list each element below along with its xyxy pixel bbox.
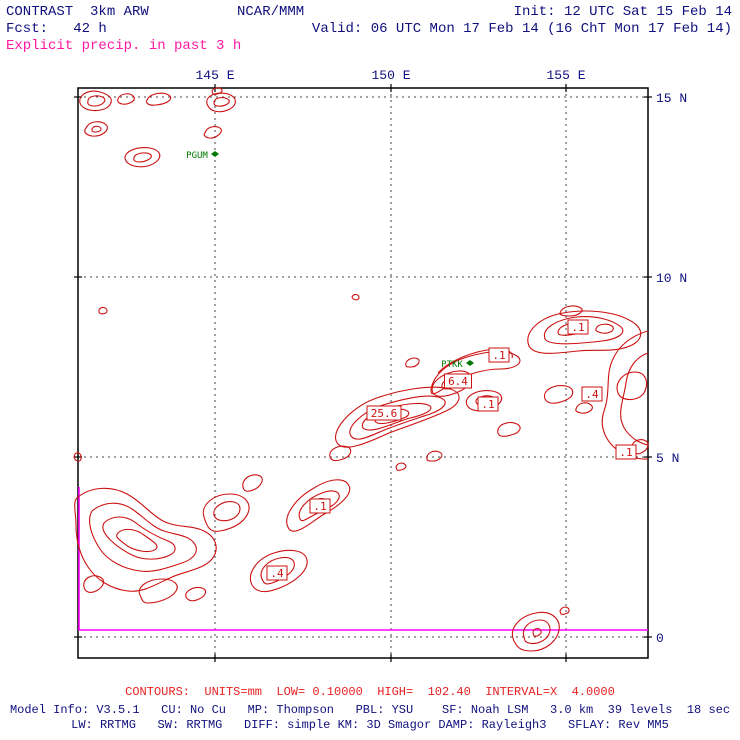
precip-contour — [73, 452, 82, 462]
x-axis-tick-label: 155 E — [546, 68, 585, 83]
precip-contour — [202, 493, 250, 532]
precip-contour — [512, 611, 560, 652]
precip-contour — [260, 556, 295, 585]
x-axis-tick-label: 150 E — [371, 68, 410, 83]
contour-label-box — [366, 405, 402, 421]
contour-value-label: 6.4 — [448, 375, 468, 388]
precip-contour — [102, 516, 176, 560]
precip-contour — [543, 316, 624, 345]
precip-contour — [138, 578, 178, 604]
nest-boundary-line — [78, 487, 648, 631]
contour-value-label: .1 — [619, 446, 632, 459]
precip-contour — [335, 386, 460, 448]
y-axis-tick-label: 0 — [656, 631, 664, 646]
precip-contour — [116, 528, 158, 553]
precip-contour — [595, 323, 614, 334]
contour-label-box — [309, 498, 331, 514]
precip-contour — [559, 305, 583, 317]
y-axis-tick-label: 5 N — [656, 451, 679, 466]
contour-value-label: .4 — [270, 567, 284, 580]
precip-contour — [575, 402, 593, 414]
station-label: PGUM — [186, 151, 208, 161]
precip-contour — [242, 474, 263, 492]
contour-label-box — [581, 386, 603, 402]
field-description: Explicit precip. in past 3 h — [6, 38, 242, 54]
precip-contour — [87, 95, 106, 107]
precip-contour — [98, 306, 108, 315]
y-axis-tick-label: 15 N — [656, 91, 687, 106]
precip-contour — [185, 587, 207, 602]
contour-value-label: 25.6 — [371, 407, 398, 420]
precip-contour — [213, 97, 230, 107]
precip-contour — [497, 422, 521, 437]
map-frame — [77, 87, 649, 659]
precip-contour — [89, 502, 197, 572]
precip-contour — [74, 487, 217, 592]
y-axis-tick-label: 10 N — [656, 271, 687, 286]
model-name: CONTRAST 3km ARW — [6, 4, 149, 20]
precip-contour — [522, 619, 551, 645]
precip-contour — [559, 606, 570, 615]
contour-info-line: CONTOURS: UNITS=mm LOW= 0.10000 HIGH= 10… — [125, 685, 615, 699]
model-info-line-1: Model Info: V3.5.1 CU: No Cu MP: Thompso… — [9, 703, 731, 717]
precip-contour — [426, 450, 443, 462]
contour-value-label: .1 — [481, 398, 494, 411]
contour-value-label: .1 — [571, 321, 584, 334]
precip-contour — [532, 628, 542, 637]
forecast-hour: Fcst: 42 h — [6, 21, 107, 37]
station-label: PTKK — [441, 360, 463, 370]
contour-label-box — [615, 444, 637, 460]
precip-contour — [83, 575, 105, 593]
precip-contour — [211, 87, 223, 95]
precip-contour — [329, 445, 352, 462]
precip-contour — [145, 92, 172, 106]
precip-contour — [203, 126, 222, 139]
precip-contour — [84, 121, 108, 137]
precip-contour — [286, 479, 351, 532]
init-time: Init: 12 UTC Sat 15 Feb 14 — [513, 4, 732, 20]
precip-contour — [395, 462, 407, 471]
contour-label-box — [567, 319, 589, 335]
precip-contour — [206, 92, 236, 113]
precip-contour — [79, 90, 112, 112]
precip-contour — [620, 352, 649, 446]
model-info-line-2: LW: RRTMG SW: RRTMG DIFF: simple KM: 3D … — [71, 718, 669, 732]
station-marker-icon — [211, 151, 219, 157]
precip-contour — [616, 371, 648, 401]
station-marker-icon — [466, 360, 474, 366]
contour-value-label: .4 — [585, 388, 599, 401]
contour-label-box — [266, 565, 288, 581]
contour-label-box — [488, 347, 510, 363]
precip-contour — [91, 125, 102, 133]
x-axis-tick-label: 145 E — [195, 68, 234, 83]
precip-contour — [544, 385, 574, 404]
contour-label-box — [444, 373, 472, 389]
center-name: NCAR/MMM — [237, 4, 305, 20]
contour-label-box — [477, 396, 499, 412]
valid-time: Valid: 06 UTC Mon 17 Feb 14 (16 ChT Mon … — [311, 21, 732, 37]
precip-contour — [124, 147, 161, 168]
contour-value-label: .1 — [492, 349, 505, 362]
precip-contour — [527, 310, 642, 354]
precip-contour — [351, 293, 360, 301]
precip-contour — [213, 501, 241, 522]
precip-contour — [117, 93, 135, 105]
precip-contour — [133, 152, 152, 163]
precip-contour — [405, 357, 420, 368]
contour-value-label: .1 — [313, 500, 326, 513]
precip-contour — [250, 549, 308, 593]
